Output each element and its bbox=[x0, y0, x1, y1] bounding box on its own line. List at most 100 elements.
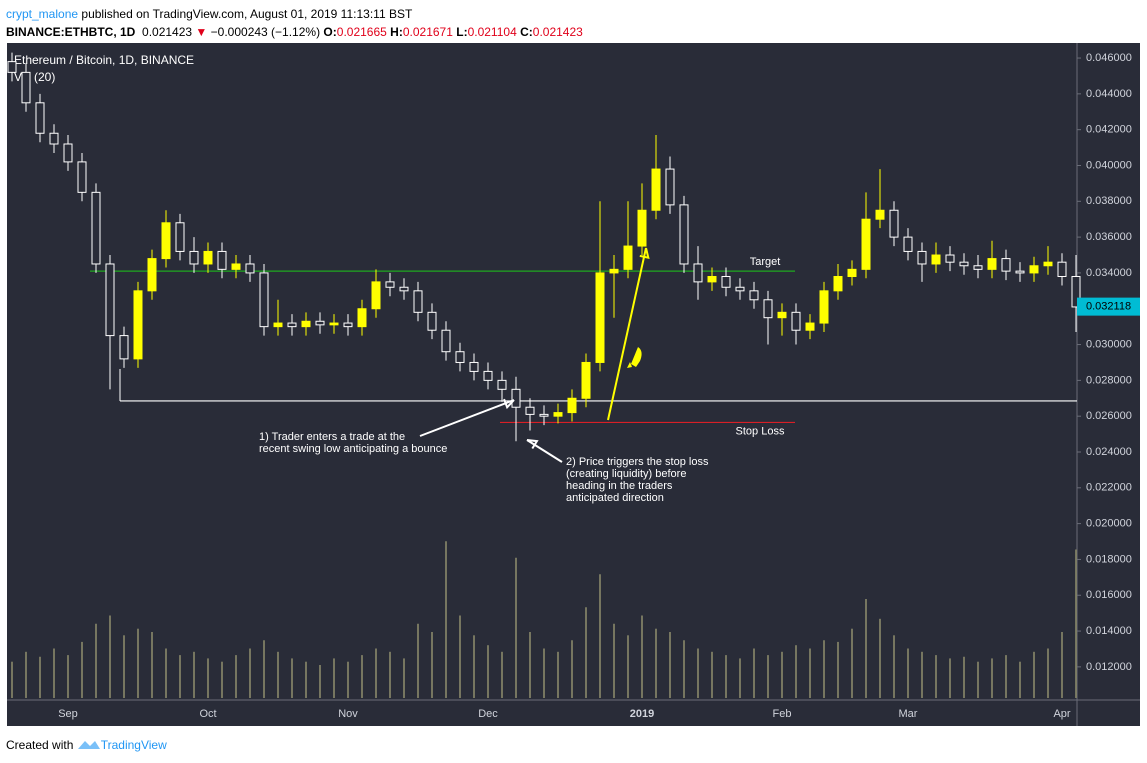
candle-body bbox=[259, 272, 269, 328]
volume-bar bbox=[207, 658, 209, 698]
author[interactable]: crypt_malone bbox=[6, 7, 79, 21]
arrow-head bbox=[503, 398, 515, 410]
candle-body bbox=[329, 322, 339, 326]
volume-bar bbox=[347, 661, 349, 698]
candle-body bbox=[917, 250, 927, 265]
y-tick-label: 0.014000 bbox=[1086, 625, 1132, 637]
volume-bar bbox=[375, 648, 377, 698]
volume-bar bbox=[249, 648, 251, 698]
candle-body bbox=[315, 320, 325, 326]
candle-body bbox=[679, 204, 689, 265]
candle-body bbox=[903, 236, 913, 252]
y-tick-label: 0.026000 bbox=[1086, 410, 1132, 422]
candle-body bbox=[665, 168, 675, 206]
candle-body bbox=[847, 268, 857, 278]
footer: Created with TradingView bbox=[6, 737, 167, 752]
candle-body bbox=[1001, 258, 1011, 272]
volume-bar bbox=[263, 640, 265, 698]
candle-body bbox=[861, 218, 871, 270]
volume-bar bbox=[25, 651, 27, 698]
candle-body bbox=[819, 290, 829, 324]
volume-bar bbox=[697, 648, 699, 698]
y-tick-label: 0.034000 bbox=[1086, 267, 1132, 279]
volume-bar bbox=[487, 645, 489, 698]
candle-body bbox=[735, 286, 745, 292]
volume-bar bbox=[193, 651, 195, 698]
candle-body bbox=[49, 132, 59, 145]
candle-body bbox=[35, 102, 45, 134]
chart: Ethereum / Bitcoin, 1D, BINANCE Vol (20)… bbox=[7, 43, 1140, 726]
header: crypt_malone published on TradingView.co… bbox=[6, 5, 583, 41]
x-tick-label: 2019 bbox=[630, 708, 654, 720]
candle-body bbox=[273, 322, 283, 328]
volume-bar bbox=[543, 648, 545, 698]
arrow-shaft bbox=[607, 247, 647, 421]
volume-bar bbox=[403, 658, 405, 698]
y-tick-label: 0.044000 bbox=[1086, 88, 1132, 100]
volume-bar bbox=[627, 635, 629, 698]
x-tick-label: Nov bbox=[338, 708, 358, 720]
arrow-head bbox=[526, 439, 539, 450]
brand[interactable]: TradingView bbox=[100, 738, 167, 752]
volume-bar bbox=[67, 655, 69, 698]
volume-bar bbox=[1061, 632, 1063, 698]
candle-body bbox=[427, 311, 437, 331]
candle-body bbox=[147, 258, 157, 292]
annotation: (creating liquidity) before bbox=[566, 468, 686, 480]
candle-body bbox=[21, 71, 31, 104]
low-label: L: bbox=[456, 25, 468, 39]
y-tick-label: 0.016000 bbox=[1086, 589, 1132, 601]
high: 0.021671 bbox=[402, 25, 453, 39]
volume-bar bbox=[39, 656, 41, 698]
y-tick-label: 0.036000 bbox=[1086, 231, 1132, 243]
candle-body bbox=[567, 397, 577, 414]
candle-body bbox=[231, 263, 241, 270]
high-label: H: bbox=[390, 25, 403, 39]
low: 0.021104 bbox=[467, 25, 517, 39]
volume-bar bbox=[991, 658, 993, 698]
candle-body bbox=[581, 361, 591, 399]
volume-bar bbox=[977, 661, 979, 698]
candle-body bbox=[763, 299, 773, 319]
candle-body bbox=[791, 311, 801, 331]
volume-bar bbox=[123, 635, 125, 698]
volume-bar bbox=[851, 628, 853, 698]
volume-bar bbox=[445, 541, 447, 698]
candle-body bbox=[77, 161, 87, 193]
volume-bar bbox=[53, 648, 55, 698]
volume-bar bbox=[823, 640, 825, 698]
candle-body bbox=[777, 311, 787, 319]
quote-line: BINANCE:ETHBTC, 1D 0.021423 ▼ −0.000243 … bbox=[6, 23, 583, 41]
volume-bar bbox=[179, 655, 181, 698]
y-tick-label: 0.022000 bbox=[1086, 482, 1132, 494]
volume-bar bbox=[571, 640, 573, 698]
volume-bar bbox=[235, 655, 237, 698]
volume-bar bbox=[221, 661, 223, 698]
candle-body bbox=[609, 268, 619, 274]
volume-bar bbox=[935, 655, 937, 698]
volume-bar bbox=[305, 661, 307, 698]
candle-body bbox=[133, 290, 143, 360]
volume-bar bbox=[557, 651, 559, 698]
volume-bar bbox=[739, 658, 741, 698]
candle-body bbox=[189, 250, 199, 265]
down-arrow: ▼ bbox=[195, 25, 208, 39]
volume-bar bbox=[137, 628, 139, 698]
chart-background bbox=[7, 43, 1140, 726]
volume-bar bbox=[11, 661, 13, 698]
volume-bar bbox=[361, 655, 363, 698]
y-tick-label: 0.030000 bbox=[1086, 338, 1132, 350]
last: 0.021423 bbox=[142, 25, 193, 39]
rocket-icon bbox=[627, 347, 642, 368]
volume-bar bbox=[81, 641, 83, 698]
level-label: Stop Loss bbox=[736, 425, 785, 437]
volume-bar bbox=[711, 651, 713, 698]
y-tick-label: 0.020000 bbox=[1086, 518, 1132, 530]
last-price-label: 0.032118 bbox=[1086, 301, 1131, 313]
open-label: O: bbox=[323, 25, 337, 39]
candle-body bbox=[875, 209, 885, 220]
candle-body bbox=[1043, 261, 1053, 267]
volume-bar bbox=[515, 557, 517, 698]
candle-body bbox=[707, 276, 717, 283]
